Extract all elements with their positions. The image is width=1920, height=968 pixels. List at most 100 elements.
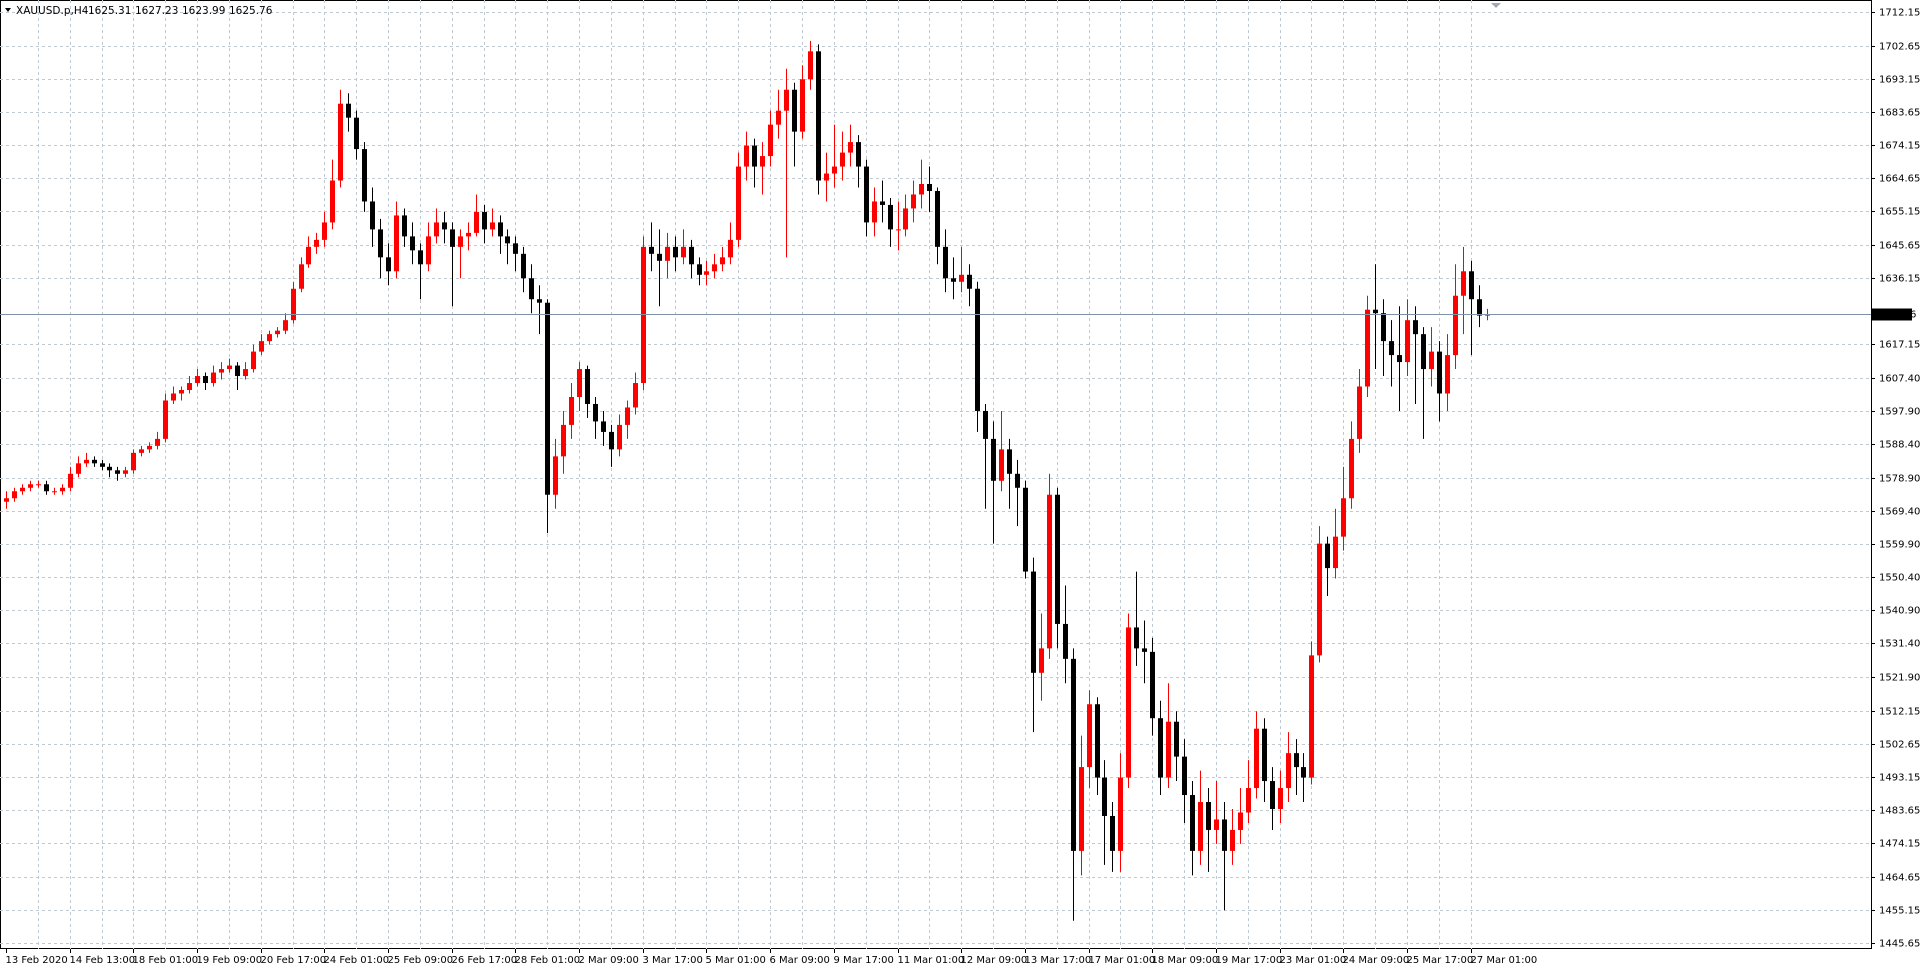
candle-body (1421, 334, 1426, 370)
candle-body (832, 166, 837, 174)
candle-body (1262, 728, 1267, 782)
candle-body (330, 180, 335, 223)
candle-body (1349, 438, 1354, 499)
candle-body (1166, 721, 1171, 778)
candle-body (60, 487, 65, 492)
candle-body (665, 246, 670, 261)
y-tick-label: 1664.65 (1879, 174, 1920, 185)
candle-body (649, 246, 654, 254)
candle-body (856, 142, 861, 167)
candle-body (872, 201, 877, 223)
candle-body (561, 424, 566, 457)
candle-body (553, 456, 558, 495)
candle-body (911, 194, 916, 209)
candle-body (235, 365, 240, 377)
candle-body (1333, 536, 1338, 569)
candle-body (1039, 648, 1044, 673)
candle-body (402, 215, 407, 237)
candle-body (792, 89, 797, 132)
candle-body (1437, 351, 1442, 394)
candle-body (211, 372, 216, 384)
x-tick-label: 19 Mar 17:00 (1216, 955, 1283, 966)
y-tick-label: 1474.15 (1879, 839, 1920, 850)
candle-body (967, 274, 972, 289)
y-tick-label: 1617.15 (1879, 340, 1920, 351)
x-tick-label: 9 Mar 17:00 (834, 955, 894, 966)
candle-body (505, 236, 510, 244)
candle-body (147, 445, 152, 450)
menu-arrow[interactable] (5, 8, 11, 12)
candle-body (259, 341, 264, 352)
x-tick-label: 19 Feb 09:00 (197, 955, 263, 966)
candle-body (1453, 295, 1458, 356)
candle-body (1015, 473, 1020, 488)
candle-body (1286, 753, 1291, 789)
x-tick-label: 28 Feb 01:00 (515, 955, 581, 966)
y-tick-label: 1645.65 (1879, 241, 1920, 252)
candle-body (585, 369, 590, 404)
candle-body (187, 383, 192, 391)
candle-body (195, 376, 200, 384)
candle-body (919, 184, 924, 195)
candle-body (458, 236, 463, 247)
candle-body (450, 229, 455, 247)
y-tick-label: 1521.90 (1879, 673, 1920, 684)
x-tick-label: 26 Feb 17:00 (452, 955, 518, 966)
candle-body (545, 302, 550, 495)
candle-body (704, 271, 709, 275)
candle-body (1063, 623, 1068, 659)
candle-body (155, 438, 160, 446)
candle-body (744, 145, 749, 167)
candle-body (442, 222, 447, 230)
candle-body (521, 253, 526, 279)
price-label: 1625.76 (1875, 310, 1916, 321)
candle-body (760, 156, 765, 167)
candle-body (92, 459, 97, 464)
candle-body (712, 264, 717, 272)
candle-body (1238, 812, 1243, 830)
candle-body (227, 365, 232, 370)
candle-body (1429, 351, 1434, 370)
price-label-bg (1872, 308, 1912, 321)
candle-body (1301, 767, 1306, 778)
candle-body (1477, 299, 1482, 316)
candle-body (1222, 819, 1227, 851)
x-tick-label: 2 Mar 09:00 (579, 955, 639, 966)
candle-body (498, 222, 503, 237)
candle-body (322, 222, 327, 240)
candle-body (1142, 648, 1147, 652)
candle-body (601, 421, 606, 432)
x-tick-label: 13 Mar 17:00 (1025, 955, 1092, 966)
chart-title: XAUUSD.p,H4 (16, 5, 89, 17)
ohlc-open: 1625.31 (88, 5, 131, 17)
candle-body (935, 190, 940, 247)
candle-body (617, 424, 622, 450)
candle-body (1357, 386, 1362, 439)
candle-body (1373, 309, 1378, 314)
y-tick-label: 1559.90 (1879, 540, 1920, 551)
candle-body (720, 257, 725, 265)
candle-body (203, 376, 208, 384)
candle-body (1118, 777, 1123, 851)
candle-body (338, 103, 343, 181)
candle-body (1469, 271, 1474, 300)
candle-body (482, 211, 487, 230)
x-tick-label: 25 Mar 17:00 (1407, 955, 1474, 966)
candle-body (625, 407, 630, 425)
x-tick-label: 27 Mar 01:00 (1471, 955, 1538, 966)
candle-body (52, 491, 57, 493)
ohlc-close: 1625.76 (229, 5, 273, 17)
candle-body (1294, 753, 1299, 768)
axes: 1712.15 1702.65 1693.15 1683.65 1674.15 1664.… (0, 8, 1920, 966)
candle-body (800, 79, 805, 132)
candle-body (28, 484, 33, 488)
candle-body (123, 470, 128, 474)
candle-body (959, 274, 964, 282)
x-tick-label: 25 Feb 09:00 (388, 955, 454, 966)
candle-body (991, 438, 996, 481)
candle-body (673, 246, 678, 258)
candle-body (1190, 795, 1195, 851)
candle-body (1023, 487, 1028, 572)
candle-body (44, 484, 49, 492)
candle-body (728, 239, 733, 258)
